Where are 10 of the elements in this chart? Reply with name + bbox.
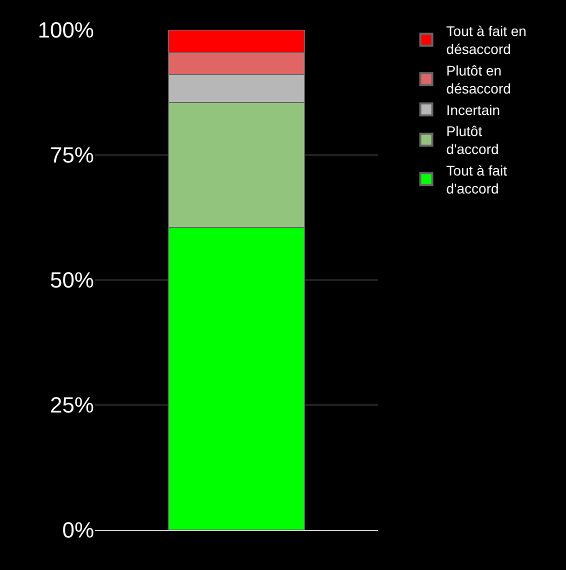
y-tick-label: 25% bbox=[50, 392, 94, 418]
legend-label: Tout à fait d'accord bbox=[446, 162, 508, 197]
legend-label: Plutôt d'accord bbox=[446, 123, 499, 158]
y-tick-label: 50% bbox=[50, 268, 94, 293]
legend-label: Incertain bbox=[446, 102, 500, 118]
y-tick-label: 75% bbox=[50, 142, 94, 168]
legend-label: Plutôt en désaccord bbox=[446, 62, 511, 97]
y-tick-label: 100% bbox=[38, 18, 94, 43]
y-tick-label: 0% bbox=[62, 518, 94, 543]
legend-label: Tout à fait en désaccord bbox=[446, 23, 526, 58]
